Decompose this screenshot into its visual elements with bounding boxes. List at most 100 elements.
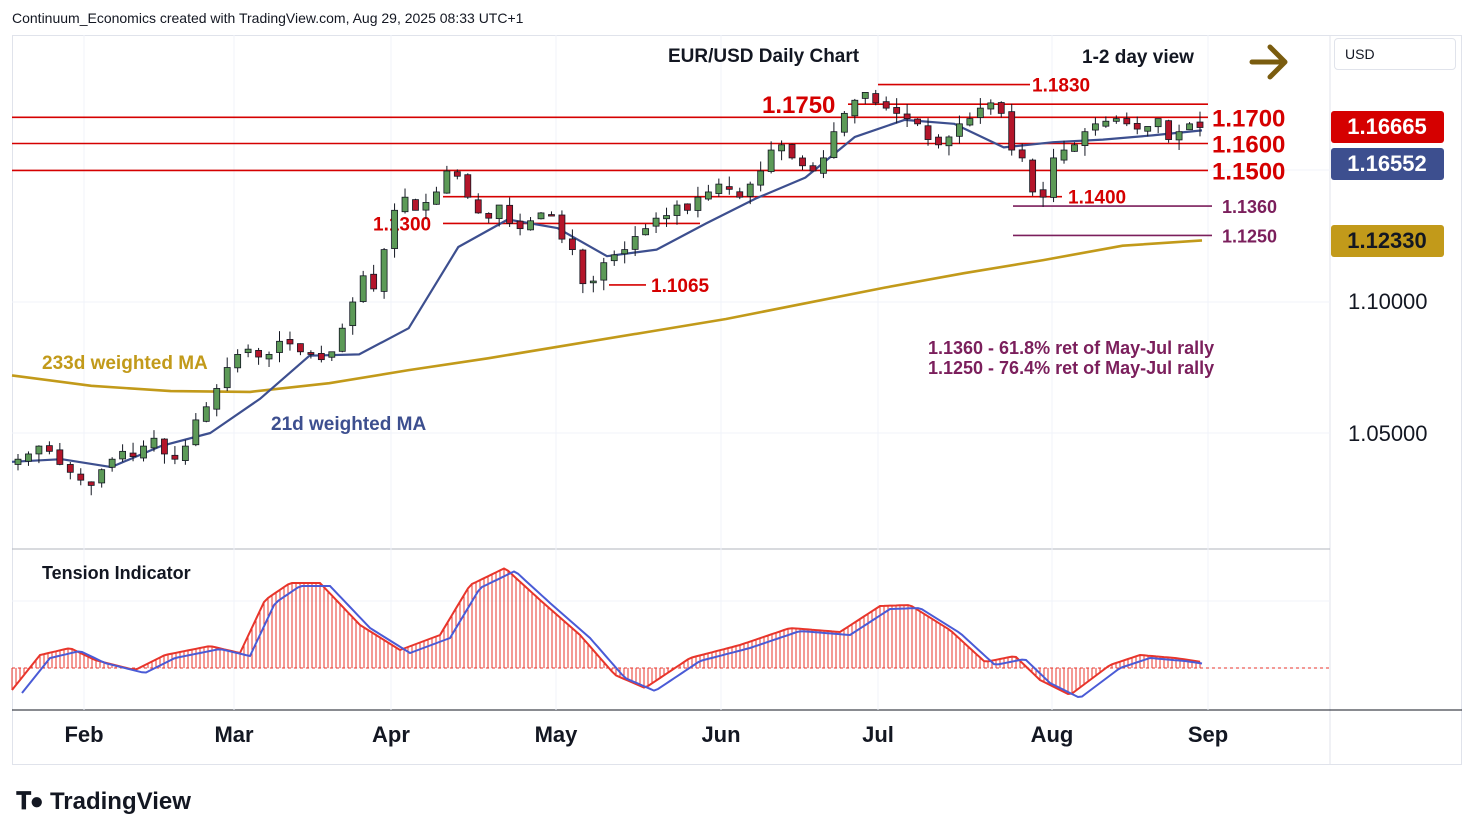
candle (527, 217, 534, 231)
candle (966, 112, 974, 127)
x-tick-label: Jun (701, 722, 740, 747)
candle-body (495, 204, 503, 220)
candle (516, 213, 524, 236)
candle-body (328, 351, 336, 358)
candle (98, 468, 106, 488)
candle-body (370, 273, 378, 290)
candle-body (799, 157, 806, 167)
candle-body (715, 183, 723, 194)
level-label: 1.1500 (1212, 158, 1285, 185)
candle (579, 248, 587, 294)
x-tick-label: Feb (64, 722, 103, 747)
candle (474, 193, 482, 214)
candle (976, 98, 984, 124)
candle (1175, 124, 1183, 150)
candle-body (1144, 126, 1152, 132)
candle (255, 347, 262, 365)
candle-body (987, 102, 995, 110)
candle-body (652, 217, 660, 227)
price-badge-ma233: 1.12330 (1331, 225, 1444, 257)
ma-21-label: 21d weighted MA (271, 414, 426, 435)
candle (140, 440, 147, 462)
candle-body (663, 215, 670, 220)
candle (788, 143, 796, 160)
candle-body (976, 107, 984, 118)
candle-body (809, 165, 817, 172)
level-label: 1.1300 (373, 214, 431, 235)
candle (548, 211, 555, 217)
candle-body (1091, 123, 1099, 131)
candle-body (286, 339, 294, 345)
candle (66, 461, 74, 480)
chart-attribution: Continuum_Economics created with Trading… (12, 10, 524, 26)
candle (370, 264, 378, 292)
candle (935, 134, 942, 149)
candle (25, 451, 32, 466)
candle-body (903, 113, 911, 119)
candle (725, 176, 733, 195)
candle-body (307, 352, 315, 355)
candle (1060, 140, 1068, 164)
candle-body (422, 202, 430, 211)
candle-body (872, 93, 880, 104)
candle-body (704, 191, 712, 200)
candle-body (234, 353, 242, 369)
candle (422, 193, 430, 219)
candle (537, 212, 545, 220)
candle (1018, 143, 1026, 162)
candle (35, 445, 43, 464)
level-label: 1.1750 (762, 92, 835, 119)
candle-body (1029, 159, 1037, 193)
candle-body (861, 92, 869, 99)
candle-body (223, 367, 231, 389)
candle (286, 331, 294, 351)
candle-body (401, 196, 409, 213)
candle-body (255, 349, 262, 358)
level-label: 1.1250 (1222, 226, 1277, 246)
candle (621, 241, 629, 264)
candle (1165, 119, 1173, 143)
candle (809, 162, 817, 172)
candle (1144, 126, 1152, 137)
candle (485, 212, 493, 224)
candle-body (527, 220, 534, 231)
candle-body (600, 262, 608, 281)
ma-233-line (11, 239, 1203, 394)
currency-selector[interactable]: USD (1334, 38, 1456, 70)
candle (568, 229, 576, 256)
x-tick-label: Apr (372, 722, 410, 747)
candle-body (119, 450, 127, 460)
candle-body (1133, 122, 1141, 130)
gridlines (12, 35, 1330, 710)
candle-body (485, 213, 493, 219)
candle-body (746, 183, 754, 197)
candle (108, 457, 116, 472)
candle (464, 173, 472, 199)
candle-body (621, 249, 629, 255)
candle-body (610, 254, 618, 262)
candle (1008, 103, 1016, 156)
candle-body (433, 191, 440, 205)
candle (297, 343, 304, 356)
candle-body (66, 464, 74, 473)
tradingview-icon: 𝐓● (16, 788, 44, 815)
candle (443, 165, 451, 194)
candle (945, 135, 953, 156)
candle-body (893, 107, 901, 114)
candle (412, 198, 419, 211)
annotation-1250: 1.1250 - 76.4% ret of May-Jul rally (928, 358, 1214, 378)
candle (328, 351, 336, 362)
candle-body (56, 449, 64, 465)
candle-body (98, 469, 106, 484)
candles-layer (14, 89, 1204, 496)
arrow-right-icon (1249, 44, 1288, 80)
candle-body (694, 196, 702, 211)
candle (317, 345, 325, 363)
candle-body (108, 458, 116, 468)
ma-21-layer (11, 118, 1203, 469)
candle (1050, 148, 1057, 203)
candle-body (202, 406, 210, 422)
candle-body (265, 353, 273, 360)
ma-21-line (11, 118, 1203, 469)
